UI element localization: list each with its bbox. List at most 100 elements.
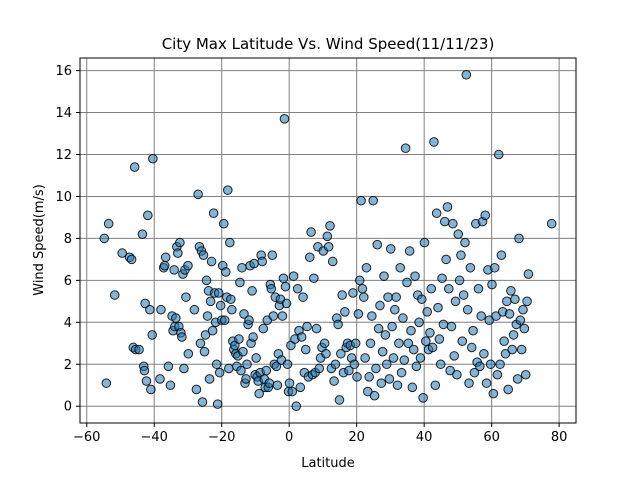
data-point [330,359,341,370]
data-point [464,378,474,388]
data-point [99,233,110,244]
data-point [395,262,406,273]
data-point [296,332,307,342]
data-point [163,361,174,372]
data-point [404,246,415,256]
data-point [193,189,203,200]
data-point [446,321,457,332]
data-point [199,346,210,357]
data-point [103,218,114,229]
data-point [421,336,431,346]
x-tick-label: 40 [416,430,433,445]
data-point [284,378,295,388]
data-point [212,399,223,409]
data-point [227,304,237,315]
data-point [394,338,404,349]
data-point [367,311,377,321]
data-point [481,378,492,388]
data-point [258,323,269,334]
data-point [503,384,513,395]
data-point [392,380,403,391]
data-point [266,283,277,294]
data-point [406,325,416,336]
data-point [448,218,458,229]
data-point [327,256,338,267]
data-point [248,332,258,342]
data-point [418,393,428,403]
data-point [365,338,376,349]
data-point [435,359,446,370]
data-point [195,338,206,349]
data-point [288,271,299,281]
y-tick-label: 12 [55,148,72,163]
data-point [311,323,322,334]
x-tick-label: 0 [285,430,293,445]
data-point [278,273,289,284]
data-point [292,283,303,294]
data-point [267,250,278,260]
data-point [222,185,233,195]
data-point [183,348,194,359]
data-point [373,323,384,334]
data-point [508,330,519,340]
data-point [237,262,247,273]
data-point [143,210,153,221]
data-point [427,342,438,353]
data-point [241,374,251,384]
data-point [254,388,264,399]
data-point [179,363,189,374]
data-point [145,304,155,315]
data-point [485,359,496,370]
data-point [165,380,176,391]
data-point [126,254,137,265]
data-point [225,237,235,248]
data-point [546,218,557,229]
data-point [403,338,414,349]
data-point [129,162,140,172]
data-point [489,262,500,273]
data-point [169,265,179,275]
data-point [398,313,408,323]
data-point [208,208,219,219]
data-point [429,137,439,147]
data-point [200,330,211,340]
data-point [499,336,509,346]
data-point [364,372,374,382]
data-point [358,292,369,302]
data-point [198,250,209,260]
data-point [348,288,358,298]
data-point [215,300,226,311]
data-point [280,281,291,292]
data-point [369,390,380,401]
data-point [197,397,208,407]
data-point [456,250,466,260]
data-point [140,298,150,309]
data-point [183,260,193,271]
data-point [337,290,347,300]
data-point [465,262,476,273]
data-point [361,262,372,273]
y-axis-title: Wind Speed(m/s) [32,184,47,296]
data-point [390,304,400,315]
data-point [399,355,410,365]
data-point [181,292,191,302]
data-point [309,273,319,284]
data-point [117,248,127,258]
data-point [264,378,275,388]
data-point [236,365,246,376]
data-point [522,296,532,307]
data-point [410,271,420,281]
data-point [247,286,257,296]
data-point [300,344,311,355]
data-point [160,252,171,263]
data-point [439,216,450,227]
data-point [344,365,354,376]
data-point [306,227,316,237]
y-tick-label: 2 [64,358,72,373]
data-point [442,202,453,212]
data-point [175,237,185,248]
data-point [381,359,392,370]
data-point [277,311,288,321]
